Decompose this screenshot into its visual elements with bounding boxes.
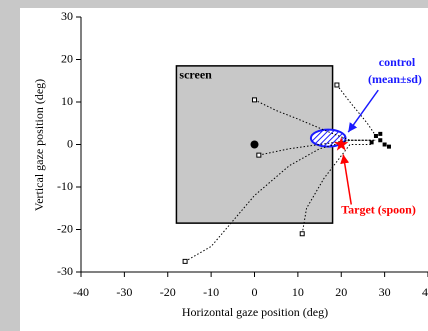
x-tick-label: -40 bbox=[73, 285, 89, 299]
endpoint bbox=[378, 131, 383, 136]
fixation bbox=[250, 140, 259, 149]
start-marker bbox=[256, 152, 262, 158]
start-marker bbox=[182, 258, 188, 264]
endpoint bbox=[386, 144, 391, 149]
x-tick-label: -10 bbox=[203, 285, 219, 299]
trajectory bbox=[301, 144, 372, 234]
y-tick-label: -30 bbox=[57, 264, 73, 278]
x-tick-label: -30 bbox=[116, 285, 132, 299]
endpoint bbox=[369, 140, 374, 145]
start-marker bbox=[299, 231, 305, 237]
target-label: Target (spoon) bbox=[341, 202, 416, 216]
y-tick-label: 10 bbox=[61, 94, 73, 108]
x-tick-label: 10 bbox=[292, 285, 304, 299]
endpoint bbox=[373, 134, 378, 138]
target bbox=[334, 137, 349, 151]
trajectory bbox=[254, 99, 376, 141]
y-tick-label: -10 bbox=[57, 179, 73, 193]
endpoint bbox=[378, 138, 383, 143]
screen-label: screen bbox=[179, 68, 212, 82]
x-axis-label: Horizontal gaze position (deg) bbox=[182, 305, 328, 319]
y-axis-label: Vertical gaze position (deg) bbox=[32, 79, 46, 211]
x-tick-label: 30 bbox=[379, 285, 391, 299]
x-tick-label: 20 bbox=[335, 285, 347, 299]
x-tick-label: 0 bbox=[252, 285, 258, 299]
control-sd-label: (mean±sd) bbox=[368, 72, 422, 86]
trajectory bbox=[336, 84, 377, 137]
y-tick-label: 30 bbox=[61, 9, 73, 23]
start-marker bbox=[334, 82, 340, 88]
control-arrow bbox=[347, 89, 379, 133]
target-arrow bbox=[340, 154, 352, 205]
trajectory bbox=[184, 139, 372, 262]
y-tick-label: 0 bbox=[67, 136, 73, 150]
endpoint bbox=[382, 142, 387, 147]
y-tick-label: 20 bbox=[61, 51, 73, 65]
x-tick-label: 40 bbox=[422, 285, 428, 299]
start-marker bbox=[252, 97, 257, 103]
control-label: control bbox=[379, 55, 416, 69]
x-tick-label: -20 bbox=[160, 285, 176, 299]
y-tick-label: -20 bbox=[57, 221, 73, 235]
